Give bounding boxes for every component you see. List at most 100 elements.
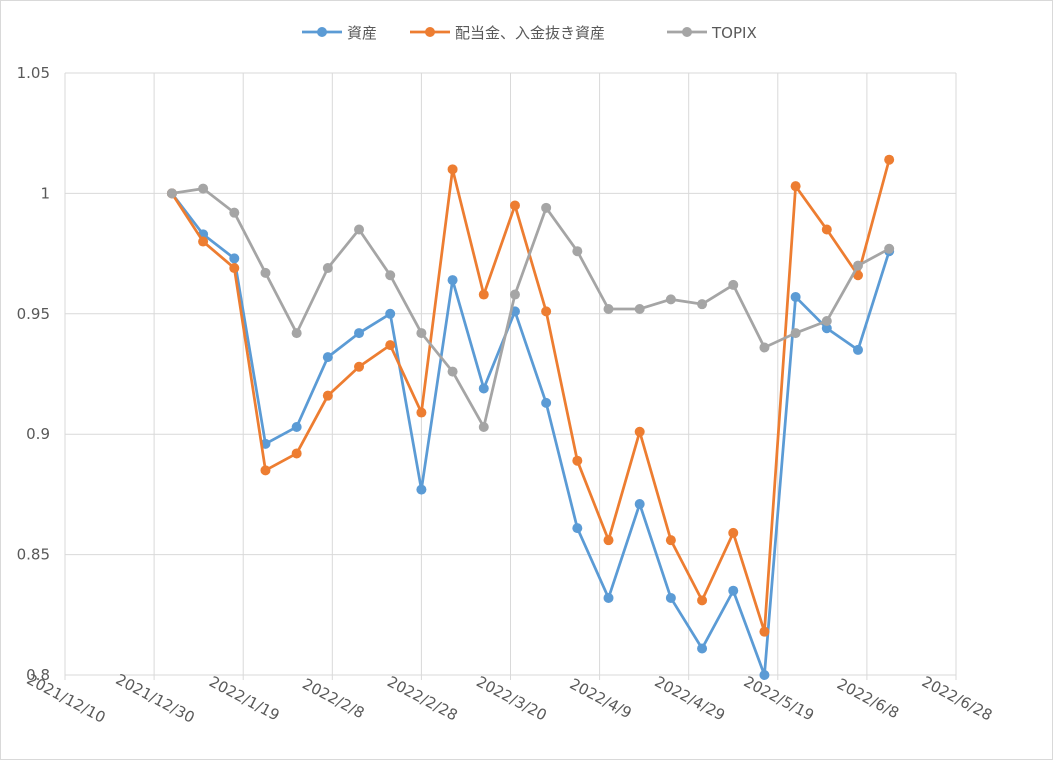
data-point	[478, 289, 489, 300]
data-point	[416, 328, 427, 339]
x-axis-tick-labels: 2021/12/10 2021/12/30 2022/1/19 2022/2/8 202…	[24, 670, 996, 726]
data-point	[447, 275, 458, 286]
y-tick-label: 0.9	[26, 425, 50, 443]
x-tick-label: 2022/4/29	[652, 672, 728, 724]
y-tick-label: 0.95	[17, 305, 50, 323]
data-point	[759, 342, 770, 353]
data-point	[572, 523, 583, 534]
data-point	[697, 299, 708, 310]
axes	[64, 73, 957, 680]
data-point	[322, 263, 333, 274]
data-point	[354, 361, 365, 372]
x-tick-label: 2022/5/19	[741, 672, 817, 724]
y-tick-label: 0.85	[17, 546, 50, 564]
x-tick-label: 2022/6/8	[834, 675, 902, 723]
data-point	[759, 670, 770, 680]
data-point	[821, 323, 832, 334]
x-tick-label: 2022/1/19	[206, 672, 282, 724]
data-point	[385, 340, 396, 351]
series-line	[171, 187, 890, 429]
data-point	[634, 499, 645, 510]
x-tick-label: 2022/6/28	[919, 672, 995, 724]
data-point	[572, 455, 583, 466]
data-point	[603, 535, 614, 546]
data-point	[852, 260, 863, 271]
data-point	[884, 243, 895, 254]
data-point	[603, 303, 614, 314]
data-point	[697, 643, 708, 654]
data-point	[665, 294, 676, 305]
data-point	[260, 465, 271, 476]
data-point	[541, 202, 552, 213]
legend-marker	[317, 27, 327, 37]
x-tick-label: 2021/12/30	[113, 670, 198, 726]
x-tick-label: 2022/4/9	[567, 675, 635, 723]
data-point	[478, 421, 489, 432]
data-point	[291, 448, 302, 459]
legend-item: TOPIX	[667, 24, 757, 42]
legend-item: 配当金、入金抜き資産	[410, 24, 605, 42]
y-axis-tick-labels: 0.8 0.85 0.9 0.95 1 1.05	[17, 64, 50, 684]
y-tick-label: 0.8	[26, 666, 50, 684]
data-point	[790, 291, 801, 302]
data-point	[541, 306, 552, 317]
data-point	[354, 224, 365, 235]
data-point	[509, 200, 520, 211]
data-point	[198, 236, 209, 247]
data-point	[291, 421, 302, 432]
data-point	[229, 253, 240, 264]
data-point	[634, 303, 645, 314]
data-point	[509, 289, 520, 300]
data-point	[416, 407, 427, 418]
legend-marker	[682, 27, 692, 37]
legend-label: 配当金、入金抜き資産	[455, 24, 605, 42]
series-2	[166, 183, 895, 432]
data-point	[291, 328, 302, 339]
series-line	[170, 159, 891, 634]
data-point	[728, 279, 739, 290]
series-0	[166, 188, 895, 680]
y-tick-label: 1.05	[17, 64, 50, 82]
data-point	[634, 426, 645, 437]
data-point	[447, 164, 458, 175]
x-tick-label: 2022/3/20	[473, 672, 549, 724]
data-point	[541, 397, 552, 408]
data-point	[728, 585, 739, 596]
data-point	[759, 626, 770, 637]
legend-marker	[425, 27, 435, 37]
legend-label: 資産	[347, 24, 377, 42]
data-point	[260, 267, 271, 278]
data-point	[728, 527, 739, 538]
gridlines	[65, 72, 957, 676]
data-point	[821, 224, 832, 235]
data-point	[603, 592, 614, 603]
legend-item: 資産	[302, 24, 377, 42]
x-tick-label: 2022/2/28	[384, 672, 460, 724]
data-point	[416, 484, 427, 495]
data-point	[821, 316, 832, 327]
data-point	[229, 207, 240, 218]
legend-label: TOPIX	[711, 24, 757, 42]
data-point	[790, 181, 801, 192]
data-point	[572, 246, 583, 257]
data-point	[198, 183, 209, 194]
data-point	[166, 188, 177, 199]
data-point	[447, 366, 458, 377]
data-point	[229, 263, 240, 274]
data-point	[385, 308, 396, 319]
data-point	[697, 595, 708, 606]
data-point	[665, 592, 676, 603]
data-point	[852, 344, 863, 355]
data-point	[322, 352, 333, 363]
series-line	[170, 192, 891, 677]
data-point	[478, 383, 489, 394]
legend: 資産 配当金、入金抜き資産 TOPIX	[302, 24, 757, 42]
data-point	[322, 390, 333, 401]
x-tick-label: 2021/12/10	[24, 670, 109, 726]
data-point	[665, 535, 676, 546]
x-tick-label: 2022/2/8	[299, 675, 367, 723]
data-point	[354, 328, 365, 339]
series-1	[166, 154, 895, 637]
data-point	[790, 328, 801, 339]
